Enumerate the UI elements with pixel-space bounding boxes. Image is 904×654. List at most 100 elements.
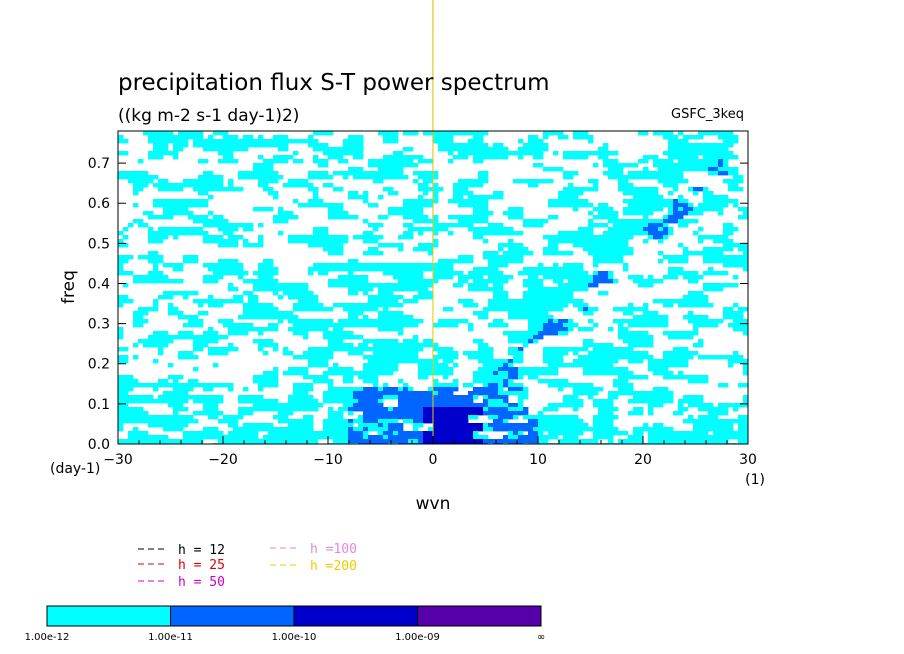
power-cell-1600 xyxy=(428,247,434,252)
power-cell-4272 xyxy=(433,419,439,424)
power-cell-2352 xyxy=(548,299,554,304)
power-cell-3733 xyxy=(143,395,149,400)
power-cell-2642 xyxy=(453,319,459,324)
power-cell-2877 xyxy=(343,335,349,340)
power-cell-4199 xyxy=(508,415,514,420)
power-cell-94 xyxy=(528,135,534,140)
power-cell-2225 xyxy=(243,291,249,296)
power-cell-4466 xyxy=(563,427,569,432)
power-cell-4008 xyxy=(293,407,299,412)
power-cell-2972 xyxy=(383,343,389,348)
power-cell-2242 xyxy=(428,291,434,296)
power-cell-1997 xyxy=(463,275,469,280)
power-cell-2436 xyxy=(733,303,739,308)
power-cell-1972 xyxy=(203,275,209,280)
power-cell-3506 xyxy=(368,379,374,384)
power-cell-813 xyxy=(313,187,319,192)
power-cell-2612 xyxy=(278,319,284,324)
power-cell-3751 xyxy=(253,395,259,400)
power-cell-3685 xyxy=(388,391,394,396)
power-cell-4382 xyxy=(603,423,609,428)
power-cell-2286 xyxy=(413,295,419,300)
power-cell-3976 xyxy=(693,403,699,408)
power-cell-517 xyxy=(703,163,709,168)
power-cell-591 xyxy=(398,171,404,176)
power-cell-1510 xyxy=(343,239,349,244)
power-cell-2626 xyxy=(358,319,364,324)
power-cell-2362 xyxy=(668,299,674,304)
power-cell-691 xyxy=(148,179,154,184)
power-cell-3711 xyxy=(578,391,584,396)
power-cell-3760 xyxy=(333,395,339,400)
power-cell-19 xyxy=(383,131,389,136)
power-cell-3844 xyxy=(293,399,299,404)
power-cell-164 xyxy=(528,139,534,144)
power-cell-1692 xyxy=(513,255,519,260)
power-cell-2049 xyxy=(253,279,259,284)
power-cell-1212 xyxy=(278,219,284,224)
power-cell-4194 xyxy=(473,415,479,420)
power-cell-4192 xyxy=(463,415,469,420)
power-cell-4732 xyxy=(278,439,284,444)
power-cell-1951 xyxy=(598,271,604,276)
power-cell-1511 xyxy=(363,239,369,244)
power-cell-1368 xyxy=(178,231,184,236)
power-cell-505 xyxy=(628,163,634,168)
power-cell-410 xyxy=(598,155,604,160)
power-cell-4258 xyxy=(358,419,364,424)
power-cell-3828 xyxy=(183,399,189,404)
power-cell-2745 xyxy=(658,323,664,328)
power-cell-4565 xyxy=(578,431,584,436)
power-cell-4105 xyxy=(413,411,419,416)
power-cell-228 xyxy=(678,143,684,148)
power-cell-1733 xyxy=(453,259,459,264)
power-cell-467 xyxy=(653,159,659,164)
power-cell-3741 xyxy=(188,395,194,400)
power-cell-4385 xyxy=(653,423,659,428)
power-cell-4177 xyxy=(388,415,394,420)
power-cell-2954 xyxy=(163,343,169,348)
power-cell-4245 xyxy=(283,419,289,424)
power-cell-3752 xyxy=(258,395,264,400)
power-cell-903 xyxy=(558,195,564,200)
power-cell-4111 xyxy=(443,411,449,416)
power-cell-3033 xyxy=(408,347,414,352)
power-cell-839 xyxy=(648,187,654,192)
power-cell-3149 xyxy=(363,355,369,360)
power-cell-1950 xyxy=(593,271,599,276)
power-cell-731 xyxy=(593,179,599,184)
power-cell-242 xyxy=(173,147,179,152)
power-cell-1861 xyxy=(408,267,414,272)
power-cell-1402 xyxy=(583,231,589,236)
power-cell-589 xyxy=(388,171,394,176)
power-cell-2634 xyxy=(398,319,404,324)
power-cell-1509 xyxy=(338,239,344,244)
power-cell-572 xyxy=(268,171,274,176)
power-cell-537 xyxy=(558,167,564,172)
power-cell-4814 xyxy=(743,439,748,444)
power-cell-1395 xyxy=(513,231,519,236)
power-cell-4082 xyxy=(208,411,214,416)
power-cell-3332 xyxy=(388,367,394,372)
power-cell-2815 xyxy=(238,331,244,336)
power-cell-418 xyxy=(683,155,689,160)
power-cell-1735 xyxy=(463,259,469,264)
power-cell-4071 xyxy=(733,407,739,412)
power-cell-3476 xyxy=(663,375,669,380)
power-cell-2030 xyxy=(688,275,694,280)
power-cell-4216 xyxy=(613,415,619,420)
power-cell-208 xyxy=(438,143,444,148)
power-cell-155 xyxy=(393,139,399,144)
power-cell-3552 xyxy=(218,383,224,388)
power-cell-4315 xyxy=(168,423,174,428)
power-cell-2026 xyxy=(663,275,669,280)
power-cell-626 xyxy=(133,175,139,180)
power-cell-2739 xyxy=(628,323,634,328)
power-cell-3938 xyxy=(413,403,419,408)
power-cell-3782 xyxy=(443,395,449,400)
power-cell-152 xyxy=(358,139,364,144)
power-cell-4181 xyxy=(408,415,414,420)
power-cell-207 xyxy=(358,143,364,148)
power-cell-2809 xyxy=(188,331,194,336)
power-cell-54 xyxy=(708,131,714,136)
